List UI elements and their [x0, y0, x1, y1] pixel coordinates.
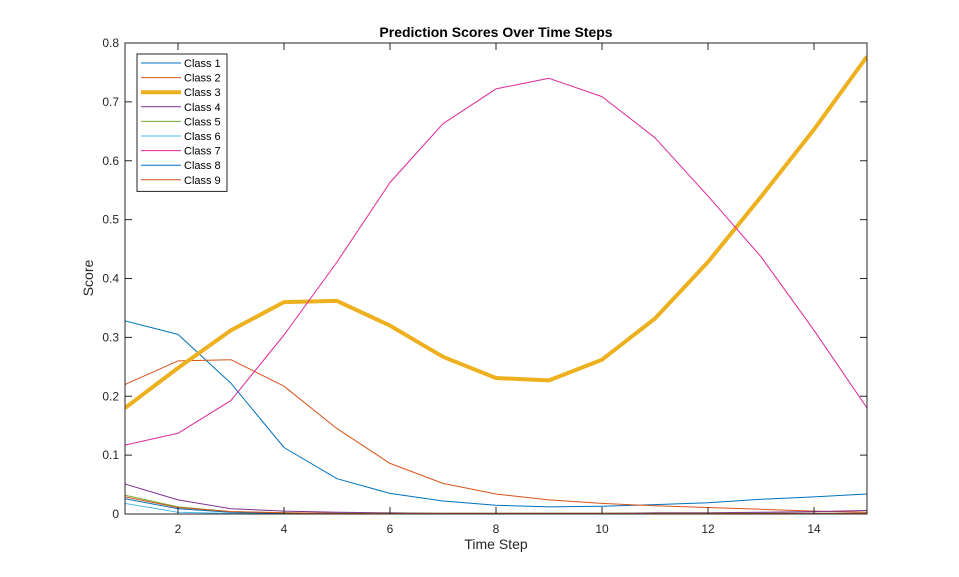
legend-box: [136, 53, 228, 192]
y-tick-label: 0.2: [102, 389, 119, 403]
x-tick-label: 14: [807, 522, 821, 536]
y-tick-label: 0: [112, 507, 119, 521]
legend-entry-label: Class 5: [184, 116, 221, 128]
x-tick-label: 4: [281, 522, 288, 536]
legend-entry-label: Class 7: [184, 146, 221, 158]
legend-entry-label: Class 1: [184, 58, 221, 70]
x-tick-label: 2: [175, 522, 182, 536]
y-tick-label: 0.8: [102, 36, 119, 50]
x-tick-label: 12: [701, 522, 715, 536]
x-tick-label: 8: [493, 522, 500, 536]
x-tick-label: 10: [595, 522, 609, 536]
legend-entry-label: Class 2: [184, 73, 221, 85]
y-tick-label: 0.1: [102, 448, 119, 462]
chart-title: Prediction Scores Over Time Steps: [379, 24, 612, 40]
series-line-2: [125, 359, 867, 513]
y-tick-label: 0.3: [102, 330, 119, 344]
series-line-1: [125, 320, 867, 508]
series-line-7: [125, 77, 867, 446]
legend: Class 1 Class 2 Class 3 Class 4 Class 5 Class…: [136, 53, 228, 192]
y-tick-label: 0.4: [102, 272, 119, 286]
series-line-3: [125, 55, 867, 410]
legend-entry-label: Class 6: [184, 131, 221, 143]
x-axis-ticks: 2 4 6 8 10 12 14: [175, 43, 821, 536]
y-tick-label: 0.7: [102, 95, 119, 109]
y-tick-label: 0.5: [102, 213, 119, 227]
x-axis-label: Time Step: [464, 536, 527, 552]
x-tick-label: 6: [387, 522, 394, 536]
legend-entry-label: Class 9: [184, 175, 221, 187]
y-axis-ticks: 0 0.1 0.2 0.3 0.4 0.5 0.6 0.7 0.8: [102, 36, 867, 521]
legend-entry-label: Class 3: [184, 87, 221, 99]
y-tick-label: 0.6: [102, 154, 119, 168]
y-axis-label: Score: [80, 260, 96, 297]
legend-entry-label: Class 4: [184, 102, 221, 114]
legend-entry-label: Class 8: [184, 160, 221, 172]
